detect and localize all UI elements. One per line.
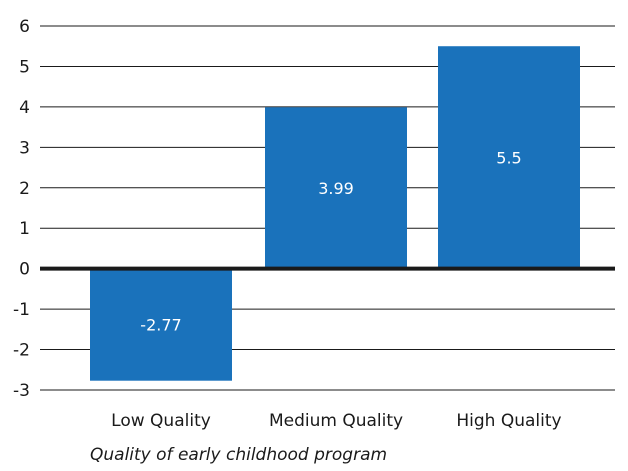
y-tick-label: 3 xyxy=(19,138,30,158)
bar-value-labels: -2.77 3.99 5.5 xyxy=(140,148,521,334)
x-category-label: High Quality xyxy=(456,411,561,431)
y-tick-label: 0 xyxy=(19,260,30,280)
y-tick-label: 5 xyxy=(19,57,30,77)
bar xyxy=(438,46,580,269)
bar xyxy=(265,107,407,269)
bar-value-label: -2.77 xyxy=(140,316,181,335)
y-tick-label: 6 xyxy=(19,17,30,37)
y-tick-label: 1 xyxy=(19,219,30,239)
x-axis-title: Quality of early childhood program xyxy=(90,445,387,465)
y-tick-label: -2 xyxy=(13,341,30,361)
y-tick-label: 2 xyxy=(19,179,30,199)
y-tick-label: -3 xyxy=(13,381,30,401)
y-tick-labels: -3 -2 -1 0 1 2 3 4 5 6 xyxy=(13,17,30,401)
bar xyxy=(90,268,232,381)
x-category-label: Low Quality xyxy=(111,411,211,431)
y-tick-label: 4 xyxy=(19,98,30,118)
bar-value-label: 3.99 xyxy=(318,179,354,198)
x-category-label: Medium Quality xyxy=(269,411,403,431)
y-tick-label: -1 xyxy=(13,300,30,320)
bar-value-label: 5.5 xyxy=(496,148,521,167)
x-category-labels: Low Quality Medium Quality High Quality xyxy=(111,411,561,431)
bars xyxy=(90,46,580,381)
